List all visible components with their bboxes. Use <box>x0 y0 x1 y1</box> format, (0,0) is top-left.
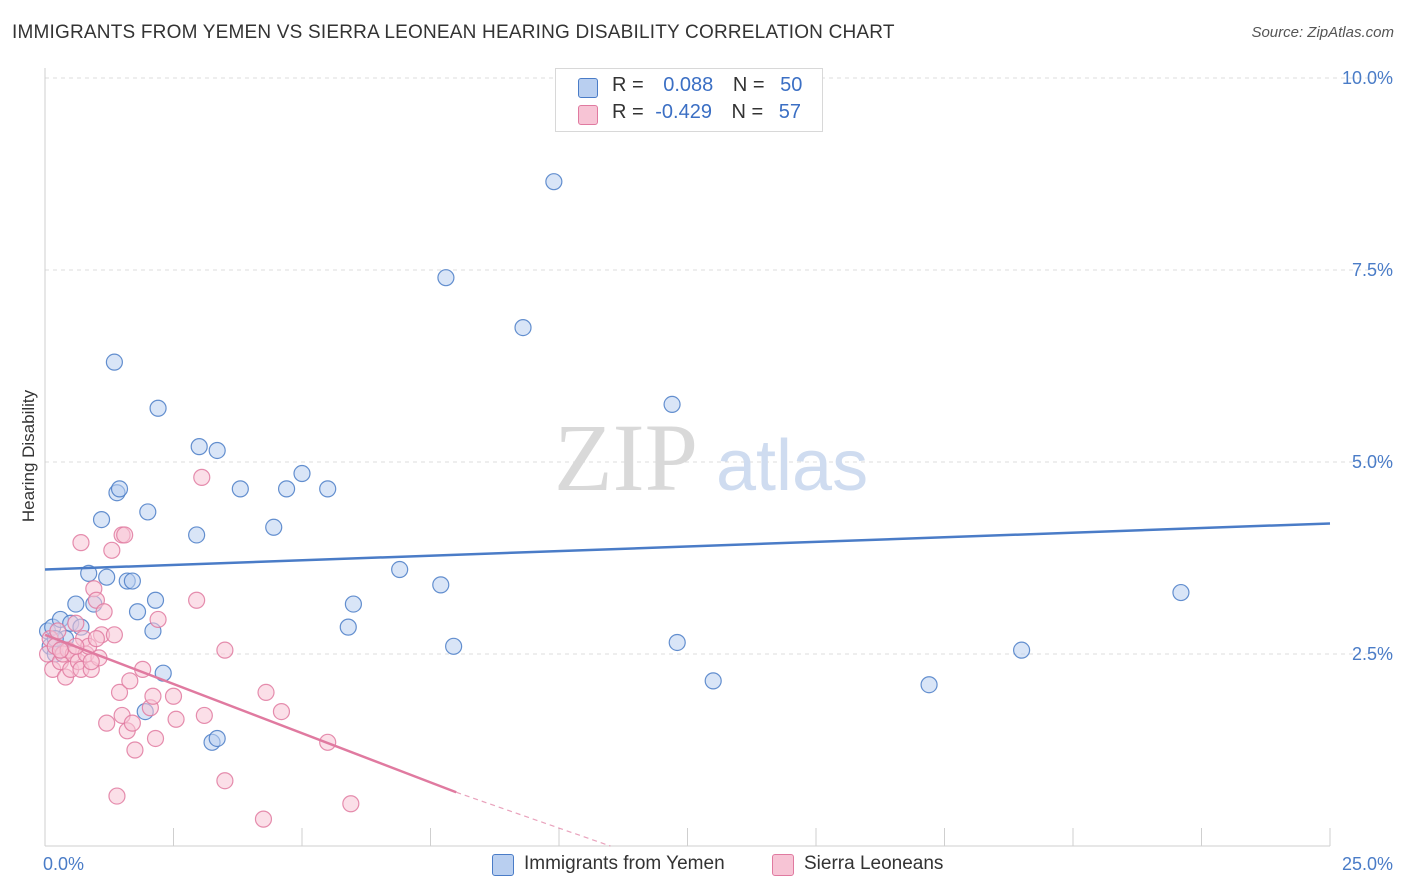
point-yemen <box>344 595 362 613</box>
point-sierra <box>257 683 275 702</box>
point-sierra <box>342 795 360 813</box>
stats-legend: R = 0.088 N = 50 R = -0.429 N = 57 <box>555 68 823 132</box>
point-sierra <box>51 641 70 659</box>
point-sierra <box>98 714 116 732</box>
point-yemen <box>1012 641 1031 659</box>
point-sierra <box>121 672 139 690</box>
point-yemen <box>1172 583 1190 602</box>
data-points <box>38 173 1190 828</box>
point-sierra <box>272 702 291 721</box>
x-tick-label: 25.0% <box>1342 854 1393 874</box>
point-sierra <box>193 468 211 486</box>
point-yemen <box>188 526 206 544</box>
point-sierra <box>87 630 106 648</box>
point-yemen <box>920 676 938 694</box>
axes <box>44 68 1331 847</box>
point-yemen <box>110 480 129 498</box>
y-tick-label: 10.0% <box>1342 68 1393 88</box>
watermark: ZIP atlas <box>554 404 868 511</box>
point-yemen <box>80 564 98 582</box>
point-yemen <box>663 395 681 413</box>
point-sierra <box>216 772 234 790</box>
point-sierra <box>126 741 144 759</box>
legend-n-label: N = <box>731 101 764 123</box>
point-yemen <box>92 510 111 529</box>
point-sierra <box>216 641 234 659</box>
point-yemen <box>437 269 455 287</box>
point-yemen <box>432 576 450 594</box>
point-yemen <box>149 399 167 417</box>
legend-r-label: R = <box>612 101 644 123</box>
y-tick-label: 7.5% <box>1352 260 1393 280</box>
watermark-atlas: atlas <box>716 426 868 506</box>
point-yemen <box>704 672 722 690</box>
point-sierra <box>195 706 213 725</box>
point-yemen <box>514 319 532 337</box>
point-yemen <box>265 518 283 536</box>
point-yemen <box>128 603 147 621</box>
y-tick-label: 5.0% <box>1352 452 1393 472</box>
point-yemen <box>98 568 116 586</box>
y-axis-label: Hearing Disability <box>19 389 38 522</box>
point-sierra <box>105 626 123 644</box>
point-sierra <box>110 683 129 702</box>
point-yemen <box>139 503 157 521</box>
point-sierra <box>144 687 162 705</box>
point-yemen <box>190 438 208 456</box>
point-sierra <box>254 810 273 828</box>
legend-swatch-pink <box>772 854 794 876</box>
grid-lines <box>45 77 1392 655</box>
point-yemen <box>668 633 686 652</box>
y-tick-label: 2.5% <box>1352 644 1393 664</box>
point-yemen <box>277 480 296 498</box>
point-sierra <box>67 614 85 632</box>
legend-swatch-blue <box>492 854 514 876</box>
legend-r-value: 0.088 <box>663 74 714 96</box>
point-yemen <box>146 591 165 609</box>
legend-label-yemen: Immigrants from Yemen <box>524 853 725 874</box>
point-sierra <box>146 729 165 748</box>
point-yemen <box>391 560 409 579</box>
watermark-zip: ZIP <box>554 404 698 511</box>
trend-line-sierra <box>44 633 457 794</box>
legend-r-value: -0.429 <box>655 101 712 123</box>
point-sierra <box>72 534 90 552</box>
point-yemen <box>208 729 226 748</box>
point-yemen <box>123 572 141 590</box>
point-sierra <box>108 787 126 805</box>
point-sierra <box>95 603 113 621</box>
point-yemen <box>545 173 563 191</box>
chart-title: IMMIGRANTS FROM YEMEN VS SIERRA LEONEAN … <box>12 22 895 43</box>
point-yemen <box>67 595 85 613</box>
point-yemen <box>293 464 311 483</box>
source-label: Source: ZipAtlas.com <box>1251 24 1394 41</box>
x-tick-label: 0.0% <box>43 854 84 874</box>
point-sierra <box>103 541 121 559</box>
point-yemen <box>208 441 226 460</box>
point-sierra <box>116 526 134 544</box>
legend-r-label: R = <box>612 74 644 96</box>
legend-n-label: N = <box>732 74 765 96</box>
legend-label-sierra: Sierra Leoneans <box>804 853 944 874</box>
point-yemen <box>319 480 337 498</box>
point-yemen <box>445 637 463 655</box>
legend-n-value: 50 <box>780 74 803 96</box>
trend-lines <box>44 522 1331 847</box>
tick-labels: 2.5% 5.0% 7.5% 10.0% 0.0% 25.0% <box>43 68 1393 874</box>
point-sierra <box>149 610 167 629</box>
point-sierra <box>167 710 185 728</box>
point-yemen <box>339 618 357 636</box>
point-sierra <box>188 591 206 609</box>
legend-swatch-pink <box>578 105 598 125</box>
trend-line-yemen <box>44 522 1331 571</box>
trend-line-sierra-extension <box>456 791 611 847</box>
legend-n-value: 57 <box>778 101 802 123</box>
point-yemen <box>231 480 249 498</box>
legend-swatch-blue <box>578 78 598 98</box>
point-sierra <box>164 687 183 705</box>
point-yemen <box>105 353 123 371</box>
point-sierra <box>82 653 100 671</box>
point-sierra <box>123 714 141 732</box>
